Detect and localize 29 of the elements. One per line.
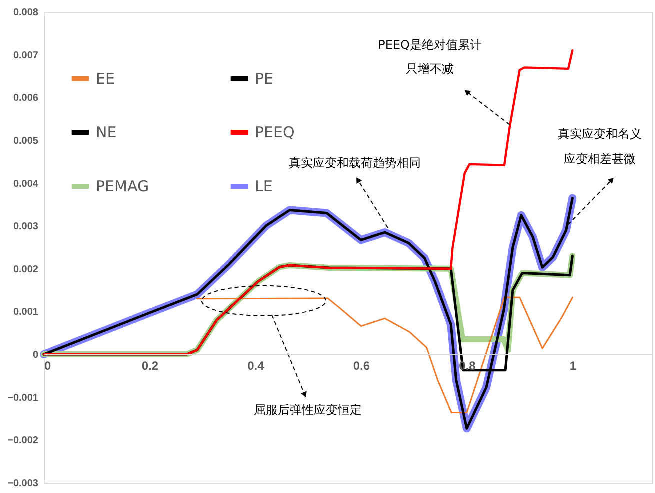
y-tick-label: 0.006 — [13, 93, 39, 104]
legend-label: LE — [255, 178, 273, 196]
annotation: 只增不减 — [406, 62, 454, 76]
x-tick-label: 0 — [44, 359, 52, 374]
x-tick-label: 0.6 — [353, 359, 370, 374]
y-tick-label: 0.002 — [13, 264, 39, 276]
annotation: 真实应变和名义 — [558, 127, 642, 141]
y-tick-label: 0.003 — [13, 222, 39, 233]
x-tick-label: 0.2 — [142, 359, 159, 374]
annotation: 真实应变和载荷趋势相同 — [289, 156, 421, 170]
x-tick-label: 0.4 — [248, 359, 265, 374]
y-tick-label: 0.001 — [13, 307, 39, 318]
y-tick-label: −0.001 — [8, 392, 39, 404]
y-tick-label: 0.007 — [13, 50, 39, 62]
y-tick-label: 0.005 — [13, 136, 39, 147]
annotation: 应变相差甚微 — [564, 152, 636, 166]
y-tick-label: −0.003 — [8, 478, 39, 490]
x-tick-label: 1 — [570, 359, 577, 374]
legend-label: PEMAG — [96, 178, 150, 196]
y-tick-label: 0.008 — [13, 8, 39, 18]
legend-label: PE — [255, 70, 274, 88]
y-tick-label: 0.004 — [13, 178, 39, 190]
legend-label: EE — [96, 70, 115, 88]
y-tick-label: −0.002 — [8, 436, 39, 447]
annotation: 屈服后弹性应变恒定 — [254, 403, 362, 417]
annotation: PEEQ是绝对值累计 — [378, 38, 482, 52]
y-tick-label: 0 — [32, 350, 39, 362]
legend-label: NE — [96, 124, 117, 142]
legend-label: PEEQ — [255, 124, 295, 142]
